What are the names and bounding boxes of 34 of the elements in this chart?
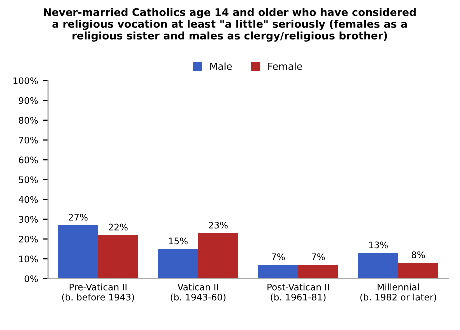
y-tick-label: 40%	[18, 196, 38, 204]
y-tick-label: 20%	[19, 236, 38, 243]
chart-title: Never-married Catholics age 14 and older who have considered a religious vocation at least "a little" seriously (females as a religious sister and males as clergy/religious brother)	[44, 8, 416, 42]
bar	[358, 253, 398, 279]
x-tick-label: Vatican II (b. 1943-60)	[171, 284, 226, 302]
x-tick-label: Pre-Vatican II (b. before 1943)	[62, 284, 134, 302]
data-label: 7%	[312, 254, 326, 260]
bar	[398, 263, 438, 279]
bar	[58, 225, 98, 279]
y-tick-label: 30%	[19, 216, 38, 224]
x-tick-label: Post-Vatican II (b. 1961-81)	[268, 284, 330, 302]
data-label: 27%	[68, 214, 88, 221]
y-tick-label: 10%	[20, 256, 38, 263]
data-label: 22%	[108, 224, 128, 231]
data-label: 13%	[369, 242, 388, 249]
y-tick-label: 60%	[19, 156, 38, 164]
y-tick-label: 0%	[24, 276, 38, 282]
y-tick-label: 80%	[19, 117, 38, 124]
bar	[258, 264, 298, 279]
data-label: 8%	[412, 252, 426, 258]
y-tick-label: 90%	[19, 97, 38, 104]
x-tick-label: Millennial (b. 1982 or later)	[360, 284, 436, 302]
data-label: 23%	[209, 222, 228, 229]
bar	[158, 249, 198, 279]
bar	[98, 235, 138, 279]
data-label: 15%	[169, 238, 188, 245]
bar	[298, 264, 338, 279]
data-label: 7%	[272, 254, 286, 260]
y-tick-label: 50%	[19, 176, 38, 184]
y-tick-label: 100%	[14, 78, 38, 84]
legend-label: Male	[210, 62, 232, 70]
y-tick-label: 70%	[19, 136, 38, 144]
bar	[198, 233, 238, 279]
legend-label: Female	[268, 62, 302, 70]
